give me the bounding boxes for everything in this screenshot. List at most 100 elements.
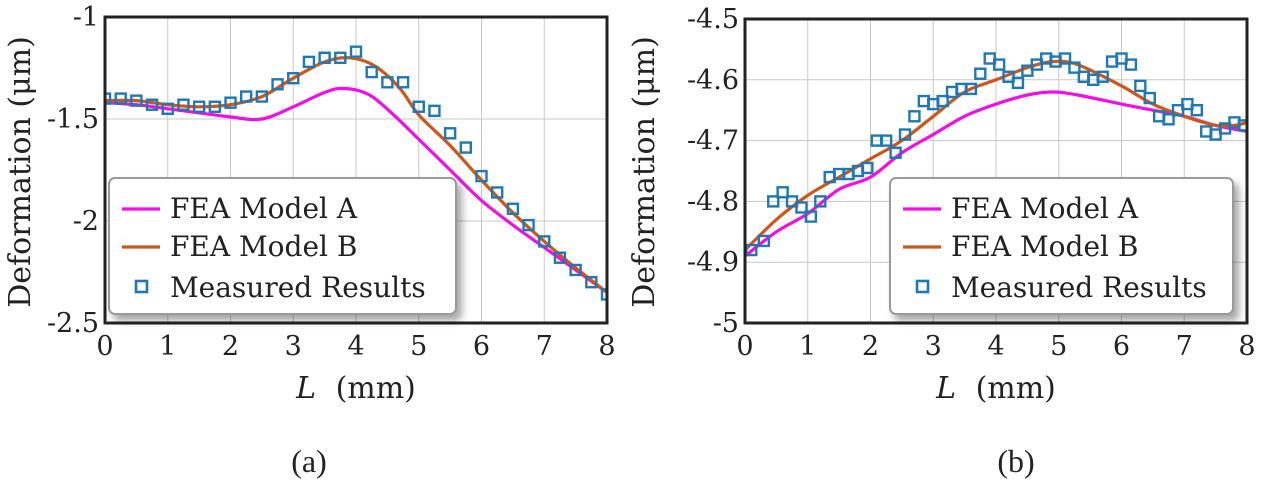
chart-a-xlabel-var: L [295, 371, 316, 406]
chart-a-ytick-label: -2 [73, 206, 99, 237]
chart-a-measured-point [443, 127, 457, 140]
chart-b-ytick-label: -4.7 [687, 126, 739, 157]
chart-a-measured-point [177, 98, 190, 111]
chart-a-measured-point [600, 288, 607, 301]
chart-b-xtick-label: 6 [1113, 331, 1130, 362]
chart-a-measured-point [428, 104, 441, 118]
chart-a-series [105, 45, 607, 301]
chart-b: 0 1 2 3 4 5 6 7 8 -4.5 -4.6 -4.7 -4.8 -4.9 -5 Deforma… [627, 4, 1256, 479]
chart-b-measured-point [992, 58, 1006, 71]
chart-a-ytick-label: -1.5 [47, 104, 99, 135]
chart-a-legend-swatch-measured [134, 279, 149, 294]
chart-b-measured-point [1058, 52, 1072, 65]
chart-a-measured-point [287, 71, 300, 85]
chart-a-measured-point [412, 100, 425, 113]
chart-b-xticks: 0 1 2 3 4 5 6 7 8 [736, 331, 1255, 362]
chart-b-measured-point [804, 210, 818, 223]
chart-a-xtick-label: 4 [347, 331, 364, 362]
chart-a-measured-point [334, 51, 347, 64]
chart-a-xtick-label: 7 [536, 331, 553, 362]
chart-b-legend-box [889, 177, 1234, 315]
chart-a-measured-points [105, 45, 607, 301]
chart-b-ytick-label: -5 [713, 308, 739, 339]
chart-b-xlabel-var: L [935, 371, 956, 406]
chart-a-measured-point [130, 94, 143, 107]
chart-a-caption: (a) [291, 443, 327, 479]
chart-b-measured-point [1237, 119, 1247, 132]
chart-a-measured-point [208, 100, 222, 113]
chart-a-legend-label-measured: Measured Results [170, 271, 426, 304]
chart-b-legend-label-measured: Measured Results [951, 271, 1207, 304]
chart-b-yticks: -4.5 -4.6 -4.7 -4.8 -4.9 -5 [687, 4, 739, 339]
chart-a-legend-label-model-b: FEA Model B [170, 230, 357, 263]
chart-b-measured-point [1096, 70, 1109, 83]
chart-a-xtick-label: 3 [285, 331, 302, 362]
chart-b-series [745, 52, 1247, 258]
chart-b-xtick-label: 0 [736, 331, 753, 362]
chart-a-measured-point [192, 100, 206, 113]
chart-a-xticks: 0 1 2 3 4 5 6 7 8 [96, 331, 615, 362]
chart-a-measured-point [302, 55, 316, 69]
chart-a-measured-point [569, 263, 582, 277]
chart-b-xtick-label: 7 [1176, 331, 1193, 362]
chart-a-measured-point [161, 102, 174, 116]
chart-a-xtick-label: 2 [222, 331, 239, 362]
chart-b-ytick-label: -4.6 [687, 65, 739, 96]
chart-a-xlabel: L (mm) [295, 371, 416, 406]
chart-b-measured-point [1162, 113, 1175, 126]
chart-a-legend-label-model-a: FEA Model A [170, 192, 358, 225]
chart-a-legend-box [108, 177, 457, 315]
chart-a-measured-point [224, 96, 237, 109]
chart-a-measured-point [506, 202, 520, 215]
chart-a-measured-point [396, 76, 410, 89]
chart-b-measured-point [1068, 61, 1081, 74]
chart-b-measured-point [814, 195, 827, 208]
chart-b-xtick-label: 3 [925, 331, 942, 362]
chart-a-measured-point [585, 276, 598, 289]
chart-b-measured-point [1011, 76, 1025, 90]
chart-a-measured-point [239, 90, 253, 103]
chart-b-xtick-label: 1 [799, 331, 816, 362]
chart-b-measured-point [1190, 103, 1204, 117]
chart-a-ytick-label: -2.5 [47, 308, 99, 339]
chart-a-measured-point [381, 76, 394, 89]
chart-a-measured-point [522, 218, 535, 232]
chart-a-xtick-label: 0 [96, 331, 113, 362]
chart-b-ytick-label: -4.5 [687, 4, 739, 35]
chart-b-measured-point [936, 94, 949, 108]
chart-b-measured-point [898, 128, 912, 141]
chart-b-measured-point [776, 186, 789, 199]
chart-b-measured-point [861, 161, 874, 175]
chart-a-measured-point [553, 251, 567, 264]
chart-a-measured-point [538, 235, 551, 248]
chart-a-xtick-label: 8 [598, 331, 615, 362]
chart-b-legend-swatch-measured [915, 279, 930, 294]
chart-a-measured-point [145, 98, 159, 111]
chart-b-measured-point [757, 234, 771, 248]
chart-a-ylabel: Deformation (μm) [3, 36, 38, 308]
chart-a-xtick-label: 1 [159, 331, 176, 362]
chart-a-xtick-label: 5 [410, 331, 427, 362]
chart-a-measured-point [365, 65, 378, 79]
chart-a-measured-point [318, 51, 331, 64]
chart-b-xtick-label: 8 [1238, 331, 1255, 362]
chart-b-ytick-label: -4.8 [687, 186, 739, 217]
chart-a-xlabel-unit: (mm) [336, 371, 416, 406]
chart-a-measured-point [475, 169, 488, 183]
chart-b-measured-point [889, 146, 902, 159]
chart-a-measured-point [255, 90, 269, 103]
chart-a-legend: FEA Model A FEA Model B Measured Results [108, 177, 457, 315]
chart-a-measured-point [105, 92, 112, 105]
chart-a-measured-point [271, 78, 284, 91]
chart-a-measured-point [459, 141, 473, 154]
chart-b-xlabel-unit: (mm) [976, 371, 1056, 406]
chart-b-measured-point [908, 110, 921, 123]
chart-b-measured-point [767, 195, 780, 208]
chart-b-legend-label-model-b: FEA Model B [951, 230, 1138, 263]
chart-b-ytick-label: -4.9 [687, 247, 739, 278]
chart-b-measured-point [795, 201, 808, 214]
chart-b-legend-label-model-a: FEA Model A [951, 192, 1139, 225]
chart-b-measured-point [1124, 58, 1138, 71]
chart-b-measured-point [974, 67, 987, 80]
